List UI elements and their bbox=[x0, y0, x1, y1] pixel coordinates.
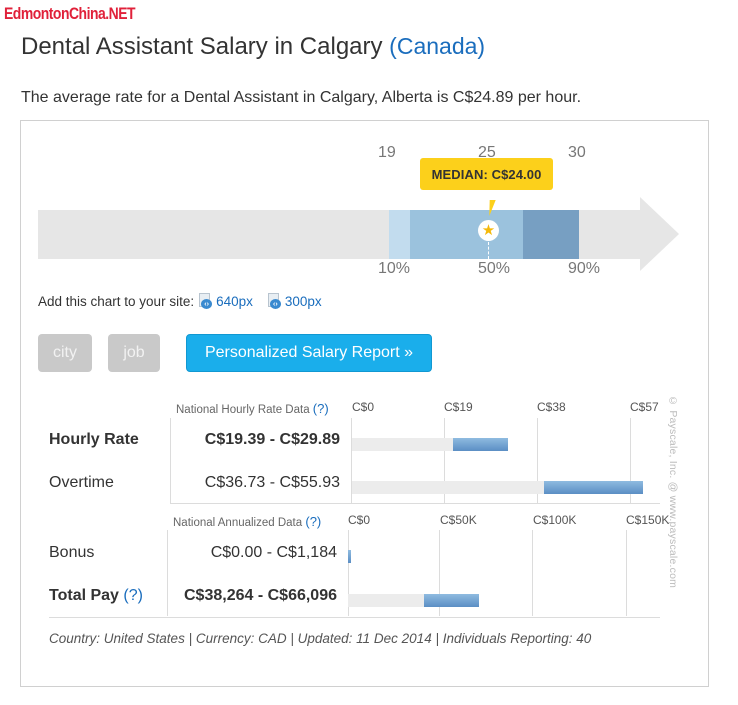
segment-p75-p90 bbox=[523, 210, 579, 259]
total-pay-help-link[interactable]: (?) bbox=[123, 587, 143, 604]
data-footer: Country: United States | Currency: CAD |… bbox=[49, 631, 592, 646]
grid-line bbox=[537, 418, 538, 503]
total-pay-bar-track bbox=[348, 594, 424, 607]
site-watermark: EdmontonChina.NET bbox=[4, 4, 136, 23]
bottom-tick-50: 50% bbox=[478, 260, 511, 277]
annual-help-link[interactable]: (?) bbox=[305, 514, 322, 529]
embed-300px-label: 300px bbox=[284, 293, 322, 309]
grid-line bbox=[532, 530, 533, 616]
embed-chart-row: Add this chart to your site: ‹› 640px ‹›… bbox=[38, 293, 322, 309]
hourly-rate-value: C$19.39 - C$29.89 bbox=[204, 431, 340, 448]
hourly-rate-bar-track bbox=[352, 438, 453, 451]
embed-300px-link[interactable]: ‹› 300px bbox=[267, 293, 322, 309]
embed-label: Add this chart to your site: bbox=[38, 293, 195, 309]
grid-line bbox=[351, 418, 352, 503]
grid-line bbox=[439, 530, 440, 616]
job-button[interactable]: job bbox=[108, 334, 160, 372]
grid-line bbox=[444, 418, 445, 503]
bonus-bar bbox=[348, 550, 351, 563]
payscale-copyright: © Payscale, Inc. @ www.payscale.com bbox=[667, 395, 679, 589]
hourly-axis-tick: C$0 bbox=[352, 400, 375, 414]
median-dash-line bbox=[488, 242, 489, 259]
salary-summary: The average rate for a Dental Assistant … bbox=[21, 89, 582, 106]
embed-code-icon: ‹› bbox=[267, 293, 281, 309]
segment-p25-p75 bbox=[410, 210, 523, 259]
title-text: Dental Assistant Salary in Calgary bbox=[21, 33, 383, 60]
arrow-head-icon bbox=[640, 197, 679, 271]
overtime-bar bbox=[544, 481, 643, 494]
embed-640px-label: 640px bbox=[216, 293, 253, 309]
embed-640px-link[interactable]: ‹› 640px bbox=[198, 293, 253, 309]
overtime-value: C$36.73 - C$55.93 bbox=[204, 474, 340, 491]
grid-line bbox=[626, 530, 627, 616]
hourly-section-heading: National Hourly Rate Data (?) bbox=[176, 401, 329, 416]
top-tick-19: 19 bbox=[378, 144, 396, 161]
hourly-rate-bar bbox=[453, 438, 508, 451]
hourly-axis-tick: C$57 bbox=[630, 400, 659, 414]
hourly-value-divider bbox=[170, 418, 171, 503]
bottom-tick-90: 90% bbox=[568, 260, 601, 277]
star-icon: ★ bbox=[478, 220, 499, 241]
grid-line bbox=[630, 418, 631, 503]
grid-line bbox=[348, 530, 349, 616]
annual-section-heading: National Annualized Data (?) bbox=[173, 514, 322, 529]
total-pay-bar bbox=[424, 594, 479, 607]
annual-value-divider bbox=[167, 530, 168, 616]
bonus-label: Bonus bbox=[49, 544, 95, 561]
overtime-bar-track bbox=[352, 481, 544, 494]
annual-bottom-rule bbox=[49, 617, 660, 618]
top-tick-30: 30 bbox=[568, 144, 586, 161]
annual-axis-tick: C$150K bbox=[626, 513, 670, 527]
annual-axis-tick: C$0 bbox=[348, 513, 371, 527]
total-pay-label: Total Pay (?) bbox=[49, 587, 143, 604]
overtime-label: Overtime bbox=[49, 474, 114, 491]
country-link[interactable]: (Canada) bbox=[389, 33, 486, 59]
hourly-help-link[interactable]: (?) bbox=[312, 401, 329, 416]
hourly-rate-label: Hourly Rate bbox=[49, 431, 139, 448]
top-tick-25: 25 bbox=[478, 144, 496, 161]
annual-axis-tick: C$50K bbox=[440, 513, 477, 527]
total-pay-value: C$38,264 - C$66,096 bbox=[184, 587, 337, 604]
hourly-bottom-rule bbox=[170, 503, 660, 504]
bottom-tick-10: 10% bbox=[378, 260, 411, 277]
page-title: Dental Assistant Salary in Calgary (Cana… bbox=[21, 33, 485, 61]
hourly-axis-tick: C$19 bbox=[444, 400, 473, 414]
embed-code-icon: ‹› bbox=[198, 293, 213, 309]
hourly-axis-tick: C$38 bbox=[537, 400, 566, 414]
city-button[interactable]: city bbox=[38, 334, 92, 372]
bonus-value: C$0.00 - C$1,184 bbox=[210, 544, 337, 561]
annual-axis-tick: C$100K bbox=[533, 513, 577, 527]
segment-p10-p25 bbox=[389, 210, 410, 259]
salary-report-button[interactable]: Personalized Salary Report » bbox=[186, 334, 432, 372]
median-badge: MEDIAN: C$24.00 bbox=[420, 158, 553, 190]
